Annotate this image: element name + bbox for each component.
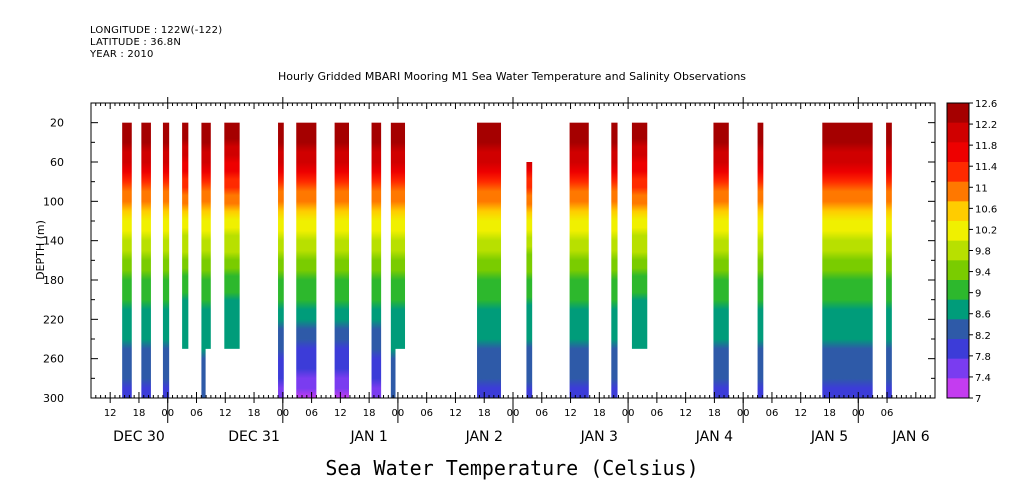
colorbar-swatch bbox=[947, 378, 969, 399]
data-column bbox=[631, 122, 648, 349]
data-column bbox=[569, 122, 589, 399]
x-day-label: JAN 4 bbox=[695, 429, 733, 445]
colorbar-label: 7.8 bbox=[975, 352, 991, 363]
colorbar-swatch bbox=[947, 319, 969, 340]
colorbar-label: 10.2 bbox=[975, 225, 997, 236]
colorbar-label: 12.2 bbox=[975, 120, 997, 131]
data-column bbox=[822, 122, 873, 399]
colorbar-label: 7 bbox=[975, 394, 981, 405]
x-tick-label: 06 bbox=[766, 408, 779, 419]
x-tick-label: 06 bbox=[420, 408, 433, 419]
colorbar-swatch bbox=[947, 181, 969, 202]
colorbar-swatch bbox=[947, 142, 969, 163]
colorbar-label: 11.8 bbox=[975, 141, 997, 152]
x-tick-label: 12 bbox=[219, 408, 232, 419]
colorbar: 12.6 12.2 11.8 11.4 11 10.6 10.2 9.8 9.4 9 8.6 8.2 7… bbox=[946, 99, 997, 405]
y-tick-label: 100 bbox=[43, 195, 64, 208]
x-tick-label: 06 bbox=[305, 408, 318, 419]
data-column bbox=[141, 122, 151, 399]
data-column bbox=[334, 122, 349, 399]
data-column bbox=[477, 122, 502, 399]
colorbar-swatch bbox=[947, 122, 969, 143]
year-label: YEAR : 2010 bbox=[90, 49, 154, 60]
colorbar-label: 11 bbox=[975, 183, 988, 194]
data-column bbox=[886, 122, 892, 399]
x-tick-label: 12 bbox=[334, 408, 347, 419]
colorbar-label: 10.6 bbox=[975, 204, 997, 215]
x-axis-title: Sea Water Temperature (Celsius) bbox=[325, 456, 698, 480]
x-day-label: JAN 6 bbox=[891, 429, 929, 445]
x-tick-label: 12 bbox=[104, 408, 117, 419]
colorbar-swatch bbox=[947, 240, 969, 261]
y-tick-label: 220 bbox=[43, 313, 64, 326]
x-tick-label: 12 bbox=[449, 408, 462, 419]
colorbar-swatch bbox=[947, 103, 969, 124]
colorbar-label: 9.8 bbox=[975, 247, 991, 258]
data-column bbox=[278, 122, 284, 399]
y-tick-label: 20 bbox=[50, 117, 64, 130]
x-tick-label: 18 bbox=[823, 408, 836, 419]
colorbar-label: 8.2 bbox=[975, 331, 991, 342]
x-tick-label: 18 bbox=[248, 408, 261, 419]
y-axis-title: DEPTH (m) bbox=[34, 220, 47, 280]
colorbar-label: 12.6 bbox=[975, 99, 997, 110]
x-tick-label: 18 bbox=[363, 408, 376, 419]
colorbar-label: 9 bbox=[975, 289, 981, 300]
data-column bbox=[611, 122, 618, 399]
x-tick-label: 12 bbox=[794, 408, 807, 419]
plot-frame bbox=[90, 102, 936, 399]
x-tick-label: 18 bbox=[478, 408, 491, 419]
colorbar-swatch bbox=[947, 339, 969, 360]
data-column bbox=[757, 122, 764, 399]
x-day-label: JAN 1 bbox=[349, 429, 387, 445]
x-tick-label: 06 bbox=[190, 408, 203, 419]
x-tick-label: 06 bbox=[535, 408, 548, 419]
data-column bbox=[713, 122, 729, 399]
data-column bbox=[224, 122, 240, 349]
colorbar-label: 8.6 bbox=[975, 310, 991, 321]
x-day-label: JAN 2 bbox=[465, 429, 503, 445]
y-tick-label: 140 bbox=[43, 235, 64, 248]
x-tick-label: 06 bbox=[650, 408, 663, 419]
colorbar-swatch bbox=[947, 201, 969, 222]
colorbar-swatch bbox=[947, 299, 969, 320]
data-column bbox=[371, 122, 382, 399]
x-tick-label: 12 bbox=[679, 408, 692, 419]
x-tick-label: 18 bbox=[708, 408, 721, 419]
x-day-label: DEC 31 bbox=[228, 429, 280, 445]
chart-title: Hourly Gridded MBARI Mooring M1 Sea Wate… bbox=[278, 70, 746, 83]
colorbar-label: 9.4 bbox=[975, 268, 991, 279]
data-column bbox=[182, 122, 189, 349]
x-day-label: JAN 5 bbox=[810, 429, 848, 445]
data-column bbox=[296, 122, 317, 399]
y-tick-label: 300 bbox=[43, 392, 64, 405]
y-tick-label: 260 bbox=[43, 353, 64, 366]
colorbar-label: 7.4 bbox=[975, 373, 991, 384]
x-tick-label: 12 bbox=[564, 408, 577, 419]
latitude-label: LATITUDE : 36.8N bbox=[90, 37, 182, 48]
colorbar-label: 11.4 bbox=[975, 162, 997, 173]
data-column bbox=[390, 122, 406, 399]
x-day-label: JAN 3 bbox=[580, 429, 618, 445]
x-tick-label: 06 bbox=[881, 408, 894, 419]
x-tick-label: 18 bbox=[593, 408, 606, 419]
y-tick-label: 60 bbox=[50, 156, 64, 169]
colorbar-swatch bbox=[947, 221, 969, 242]
data-column bbox=[162, 122, 170, 399]
data-column bbox=[526, 162, 533, 398]
colorbar-swatch bbox=[947, 358, 969, 379]
x-tick-label: 18 bbox=[133, 408, 146, 419]
y-tick-label: 180 bbox=[43, 274, 64, 287]
x-day-label: DEC 30 bbox=[113, 429, 165, 445]
colorbar-swatch bbox=[947, 162, 969, 183]
data-column bbox=[201, 122, 211, 399]
colorbar-swatch bbox=[947, 280, 969, 301]
colorbar-swatch bbox=[947, 260, 969, 281]
data-column bbox=[122, 122, 132, 399]
longitude-label: LONGITUDE : 122W(-122) bbox=[90, 25, 223, 36]
